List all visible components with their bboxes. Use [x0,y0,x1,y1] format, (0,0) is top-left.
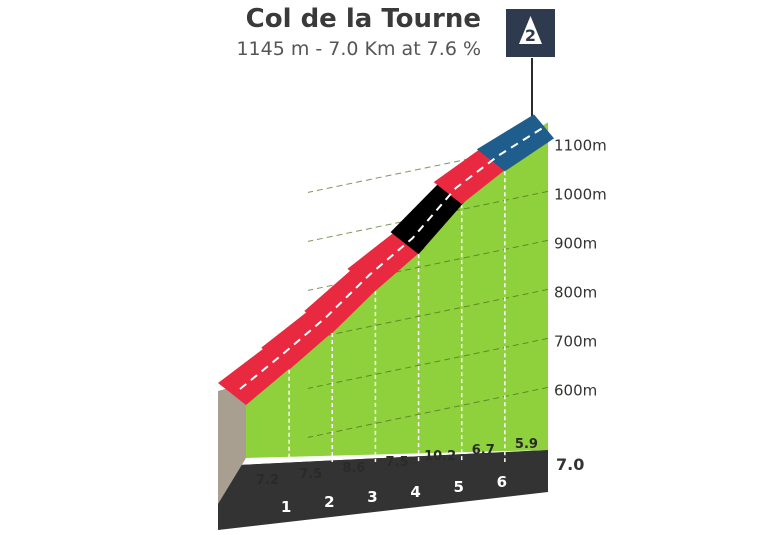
elevation-tick-label: 700m [554,332,597,350]
gradient-label: 7.5 [299,467,322,482]
km-marker: 6 [497,473,507,491]
grid-line [307,386,549,438]
grid-line [307,337,549,389]
gradient-segment [476,114,554,172]
category-badge: 2 [506,9,555,57]
elevation-tick-label: 600m [554,381,597,399]
terrain-fill [246,122,548,458]
elevation-tick-label: 800m [554,283,597,301]
gradient-label: 7.2 [256,473,279,488]
gradient-label: 6.7 [472,443,495,458]
gradient-label: 10.2 [424,449,456,464]
km-marker: 2 [324,493,334,511]
elevation-tick-label: 1100m [554,136,607,154]
chart-subtitle: 1145 m - 7.0 Km at 7.6 % [236,38,481,60]
gradient-label: 5.9 [515,437,538,452]
gradient-label: 8.6 [342,461,365,476]
total-distance-label: 7.0 [556,455,584,474]
profile-side-wall [218,383,246,504]
km-marker: 1 [281,498,291,516]
distance-base-strip-lower [218,450,548,514]
grid-line [307,288,549,340]
elevation-tick-label: 1000m [554,185,607,203]
elevation-tick-label: 900m [554,234,597,252]
gradient-segment [390,174,468,255]
gradient-label: 7.5 [385,455,408,470]
km-marker: 5 [453,478,463,496]
km-marker: 3 [367,488,377,506]
chart-title: Col de la Tourne [246,4,481,34]
category-number: 2 [525,26,536,45]
profile-area: 7.2 7.5 8.6 7.5 10.2 6.7 5.9 1 2 3 4 5 6 600m 700m 800m… [218,114,607,530]
ribbon-centerline [239,127,543,390]
km-marker: 4 [410,483,420,501]
